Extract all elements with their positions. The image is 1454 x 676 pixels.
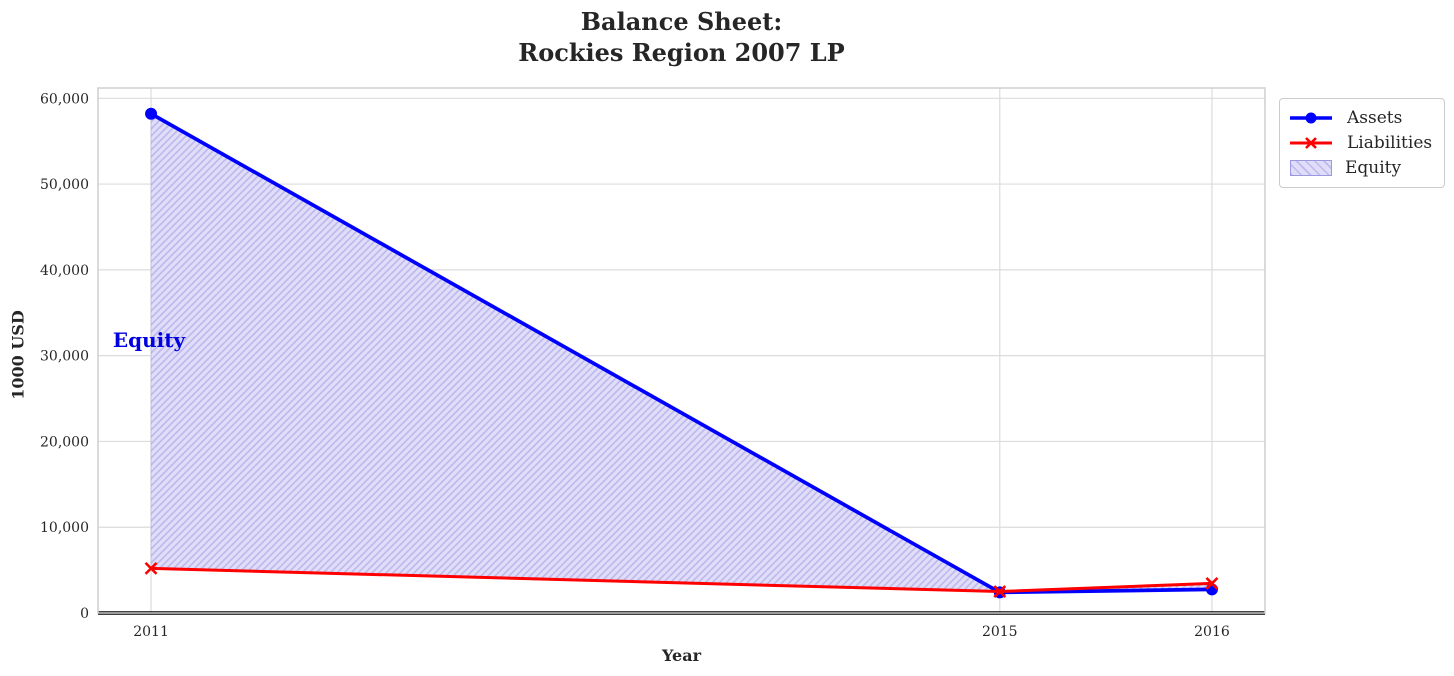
liabilities-marker (144, 561, 158, 575)
equity-fill-area (150, 113, 1213, 593)
chart-title: Balance Sheet: Rockies Region 2007 LP (98, 6, 1265, 68)
legend-item-equity: Equity (1288, 156, 1436, 180)
equity-hatch-swatch-icon (1290, 160, 1332, 176)
y-tick-label: 60,000 (40, 91, 89, 107)
plot-frame (97, 87, 1266, 614)
y-tick-label: 40,000 (40, 263, 89, 279)
y-tick-label: 10,000 (40, 520, 89, 536)
legend-label-liabilities: Liabilities (1347, 133, 1433, 153)
x-tick-label: 2016 (1194, 624, 1230, 640)
y-tick-label: 20,000 (40, 434, 89, 450)
chart-title-line1: Balance Sheet: (580, 7, 783, 36)
liabilities-marker (993, 585, 1007, 598)
y-axis-label: 1000 USD (8, 310, 28, 400)
chart-title-line2: Rockies Region 2007 LP (518, 38, 845, 67)
x-tick-label: 2015 (982, 624, 1018, 640)
x-axis-label: Year (661, 646, 701, 665)
legend-label-assets: Assets (1347, 108, 1403, 128)
assets-marker (145, 107, 158, 120)
legend-item-liabilities: Liabilities (1288, 131, 1436, 155)
liabilities-marker (1205, 576, 1219, 590)
legend: Assets Liabilities Equity (1279, 98, 1445, 188)
x-tick-label: 2011 (133, 624, 169, 640)
y-tick-label: 0 (80, 606, 89, 622)
legend-label-equity: Equity (1345, 158, 1402, 178)
legend-item-assets: Assets (1288, 106, 1436, 130)
y-tick-label: 50,000 (40, 177, 89, 193)
liabilities-line-icon (1290, 137, 1332, 149)
assets-line-icon (1290, 112, 1332, 124)
y-tick-label: 30,000 (40, 349, 89, 365)
equity-annotation: Equity (112, 328, 186, 353)
